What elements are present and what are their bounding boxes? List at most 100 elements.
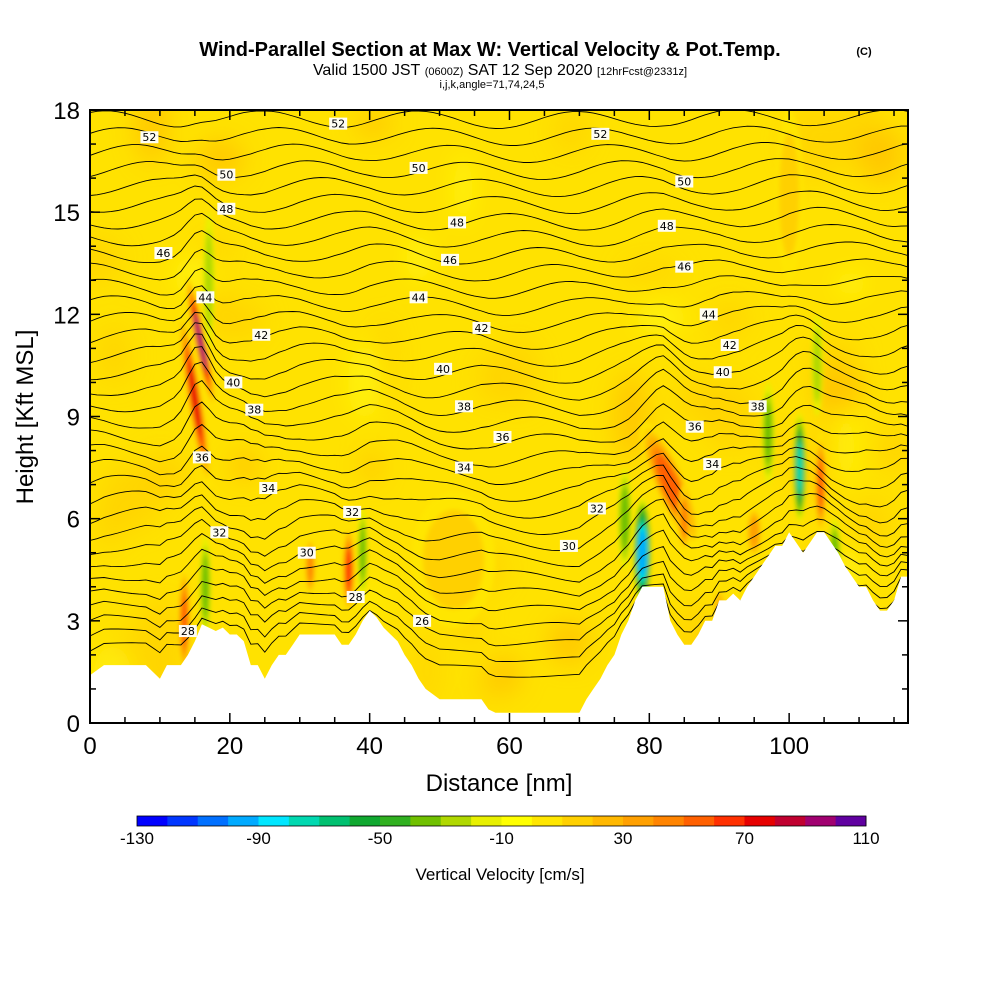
isentrope-label: 32: [587, 502, 606, 515]
colorbar-frame: [136, 815, 867, 827]
colorbar-swatch: [531, 816, 563, 826]
isentrope-label: 52: [591, 128, 610, 141]
colorbar-swatch: [137, 816, 168, 826]
isentrope-label: 34: [259, 482, 278, 495]
colorbar-swatch: [228, 816, 259, 826]
isentrope-label-text: 44: [702, 308, 716, 321]
colorbar: -130 -90 -50 -10 30 70 110: [120, 815, 880, 848]
colorbar-swatch: [653, 816, 685, 826]
isentrope-line: [90, 174, 908, 198]
chart-subtitle: Valid 1500 JST (0600Z) SAT 12 Sep 2020 […: [313, 62, 687, 79]
isentrope-line: [90, 466, 908, 535]
isentrope-label-text: 46: [677, 261, 691, 274]
isentrope-label-text: 32: [590, 502, 604, 515]
isentrope-line: [90, 322, 908, 367]
isentrope-line: [90, 267, 908, 299]
updraft-cell-4: [304, 535, 316, 597]
colorbar-swatch: [835, 816, 867, 826]
isentrope-line: [90, 300, 908, 333]
isentrope-label-text: 46: [156, 247, 170, 260]
isentrope-line: [90, 421, 908, 468]
isentrope-label: 38: [245, 403, 264, 417]
chart-title: Wind-Parallel Section at Max W: Vertical…: [199, 39, 780, 61]
isentrope-label-text: 32: [212, 526, 226, 539]
subtitle-valid: Valid 1500 JST: [313, 62, 421, 79]
isentrope-line: [90, 311, 908, 350]
isentrope-label: 52: [140, 131, 159, 144]
isentrope-label: 36: [493, 430, 512, 444]
downdraft-cell-4: [617, 467, 632, 570]
isentrope-label: 32: [210, 526, 229, 539]
colorbar-swatch: [744, 816, 776, 826]
colorbar-swatch: [288, 816, 320, 826]
isentrope-label-text: 48: [660, 220, 674, 233]
background-mottle: [90, 110, 908, 723]
isentrope-label-text: 28: [349, 591, 363, 604]
isentrope-label-text: 34: [705, 458, 719, 471]
isentrope-label-text: 38: [457, 400, 471, 413]
colorbar-swatch: [319, 816, 351, 826]
x-tick-label: 100: [769, 733, 809, 760]
colorbar-label: Vertical Velocity [cm/s]: [415, 865, 584, 884]
subtitle-date: SAT 12 Sep 2020: [468, 62, 593, 79]
colorbar-tick-label: -90: [246, 829, 271, 848]
isentrope-label: 34: [703, 458, 722, 471]
isentrope-label: 30: [559, 539, 578, 553]
y-tick-label: 0: [67, 711, 80, 738]
isentrope-line: [90, 401, 908, 450]
isentrope-label: 32: [343, 506, 362, 519]
isentrope-label-text: 52: [331, 118, 345, 131]
isentrope-label: 44: [409, 291, 428, 304]
isentrope-label: 38: [748, 400, 767, 413]
x-tick-label: 20: [216, 733, 243, 760]
subtitle-forecast: [12hrFcst@2331z]: [597, 66, 687, 78]
background-texture: [90, 110, 908, 723]
isentrope-label: 38: [455, 400, 474, 413]
isentrope-label: 50: [409, 161, 428, 175]
isentrope-label-text: 38: [247, 404, 261, 417]
isentrope-label: 46: [154, 247, 173, 260]
isentrope-label: 40: [224, 376, 243, 389]
plot-area: 52 52 52 50 50 50 48 48 48 46 46 46 44 44 44 42 42 42 40 40…: [90, 110, 908, 723]
isentrope-line: [90, 436, 908, 485]
isentrope-label-text: 36: [195, 451, 209, 464]
isentrope-labels: 52 52 52 50 50 50 48 48 48 46 46 46 44 44 44 42 42 42 40 40…: [140, 117, 767, 638]
isentrope-label: 46: [441, 253, 460, 267]
colorbar-swatch: [410, 816, 442, 826]
isentrope-label-text: 42: [723, 339, 737, 352]
isentrope-label-text: 50: [412, 162, 426, 175]
isentrope-label-text: 52: [142, 131, 156, 144]
isentrope-label: 40: [713, 366, 732, 379]
isentrope-label: 42: [252, 328, 271, 342]
isentrope-label-text: 26: [415, 615, 429, 628]
colorbar-swatch: [258, 816, 290, 826]
colorbar-swatch: [683, 816, 715, 826]
isentrope-line: [90, 530, 908, 612]
isentrope-line: [90, 361, 908, 417]
x-axis-label: Distance [nm]: [426, 770, 573, 797]
isentrope-line: [90, 248, 908, 282]
isentrope-label-text: 42: [475, 322, 489, 335]
colorbar-swatch: [592, 816, 624, 826]
isentrope-label-text: 50: [219, 169, 233, 182]
colorbar-swatch: [380, 816, 411, 826]
isentrope-label-text: 32: [345, 506, 359, 519]
updraft-cell-10: [411, 491, 496, 628]
isentrope-label-text: 48: [450, 216, 464, 229]
updraft-cell-8: [745, 505, 763, 560]
x-tick-label: 80: [636, 733, 663, 760]
updraft-cell-7: [814, 433, 827, 536]
x-tick-label: 60: [496, 733, 523, 760]
isentrope-label: 48: [448, 216, 467, 229]
isentrope-label: 48: [217, 202, 236, 216]
colorbar-swatch: [623, 816, 654, 826]
isentrope-label: 44: [699, 308, 718, 321]
colorbar-swatch: [197, 816, 229, 826]
isentrope-label: 26: [413, 614, 432, 628]
isentrope-line: [90, 380, 908, 433]
y-tick-label: 9: [67, 405, 80, 432]
chart-title-mark: (C): [856, 46, 872, 58]
colorbar-tick-label: -130: [120, 829, 154, 848]
colorbar-swatch: [440, 816, 472, 826]
